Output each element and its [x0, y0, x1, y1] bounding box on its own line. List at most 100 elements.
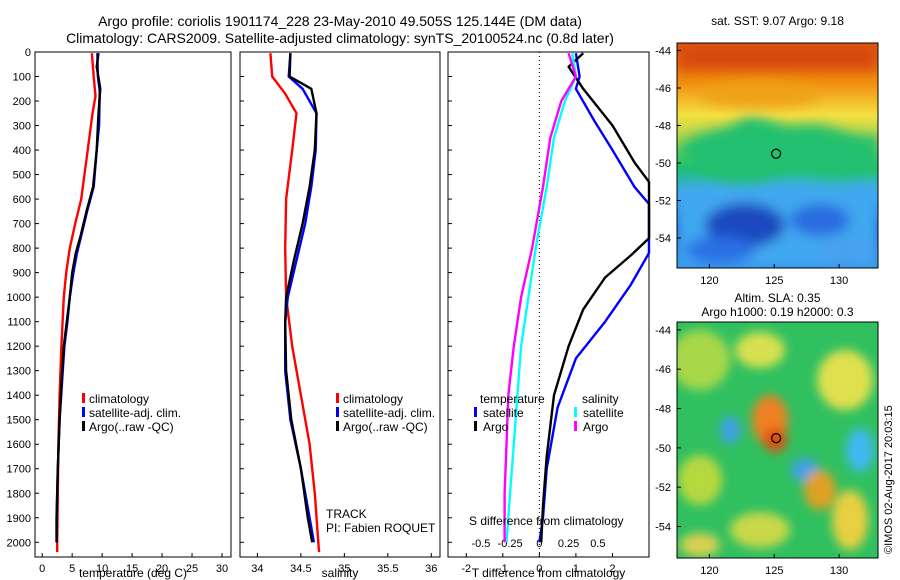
x-axis-label: salinity: [322, 566, 359, 580]
y-tick-label: 500: [13, 170, 31, 182]
s-diff-tick-label: 0.25: [558, 538, 579, 550]
x-tick-label: 35: [338, 563, 350, 575]
chart-subtitle: Climatology: CARS2009. Satellite-adjuste…: [66, 30, 614, 46]
y-tick-label: 0: [25, 47, 31, 59]
map-y-tick-label: -50: [655, 443, 671, 455]
legend-temperature: climatology satellite-adj. clim. Argo(..…: [82, 392, 181, 434]
legend-item: Argo(..raw -QC): [82, 420, 181, 434]
y-tick-label: 400: [13, 145, 31, 157]
series-line: [505, 53, 578, 543]
legend-item: satellite-adj. clim.: [82, 406, 181, 420]
float-position-marker: [771, 433, 782, 444]
map-y-tick-label: -44: [655, 325, 671, 337]
plot-frame: [447, 51, 650, 558]
x-tick-label: 34: [251, 563, 263, 575]
map-x-tick-label: 125: [765, 565, 783, 577]
s-diff-tick-label: 0: [536, 538, 542, 550]
map-y-tick-label: -52: [655, 196, 671, 208]
legend-swatch: [474, 407, 477, 417]
legend-swatch: [336, 421, 339, 431]
x-tick-label: 0: [39, 563, 45, 575]
sst-map: [676, 42, 879, 269]
s-diff-tick-label: 0.5: [590, 538, 605, 550]
map-x-tick-label: 120: [700, 565, 718, 577]
legend-diff-temperature: temperature satellite Argo: [474, 392, 545, 434]
legend-item: Argo(..raw -QC): [336, 420, 435, 434]
map-y-tick-label: -46: [655, 364, 671, 376]
sla-map: [676, 321, 879, 559]
y-tick-label: 1300: [7, 366, 31, 378]
legend-item: climatology: [82, 392, 181, 406]
s-difference-label: S difference from climatology: [469, 514, 624, 528]
legend-item: Argo: [574, 420, 624, 434]
legend-label: satellite-adj. clim.: [343, 406, 436, 420]
y-tick-label: 900: [13, 268, 31, 280]
legend-swatch: [574, 407, 577, 417]
track-annotation: TRACK PI: Fabien ROQUET: [326, 507, 435, 535]
legend-label: satellite: [483, 406, 524, 420]
x-axis-label: temperature (deg C): [79, 566, 187, 580]
x-tick-label: 35.5: [377, 563, 398, 575]
series-line: [503, 52, 578, 543]
legend-label: Argo(..raw -QC): [89, 420, 174, 434]
map-y-tick-label: -48: [655, 121, 671, 133]
s-diff-tick-label: -0.5: [471, 538, 490, 550]
y-tick-label: 1100: [7, 317, 31, 329]
legend-label: satellite: [583, 406, 624, 420]
legend-swatch: [82, 393, 85, 403]
x-tick-label: 36: [425, 563, 437, 575]
legend-swatch: [336, 407, 339, 417]
s-diff-tick-label: -0.25: [498, 538, 523, 550]
legend-item: Argo: [474, 420, 545, 434]
legend-title: salinity: [582, 392, 619, 406]
float-position-marker: [771, 148, 782, 159]
map-x-tick-label: 130: [830, 275, 848, 287]
series-line: [538, 53, 651, 543]
y-tick-label: 200: [13, 96, 31, 108]
legend-label: climatology: [89, 392, 150, 406]
x-tick-label: -2: [461, 563, 471, 575]
map-y-tick-label: -46: [655, 83, 671, 95]
legend-title: temperature: [480, 392, 545, 406]
y-tick-label: 1400: [7, 390, 31, 402]
y-tick-label: 600: [13, 194, 31, 206]
series-line: [56, 53, 97, 553]
series-line: [540, 52, 651, 543]
y-tick-label: 800: [13, 243, 31, 255]
x-tick-label: 1: [573, 563, 579, 575]
y-tick-label: 300: [13, 121, 31, 133]
map-y-tick-label: -54: [655, 522, 671, 534]
plot-frame: [34, 51, 232, 558]
sst-map-title: sat. SST: 9.07 Argo: 9.18: [711, 14, 844, 28]
y-tick-label: 1000: [7, 292, 31, 304]
y-tick-label: 1500: [7, 415, 31, 427]
legend-swatch: [82, 407, 85, 417]
imos-timestamp: ©IMOS 02-Aug-2017 20:03:15: [883, 405, 895, 554]
y-tick-label: 100: [13, 72, 31, 84]
x-tick-label: 0: [536, 563, 542, 575]
x-tick-label: 34.5: [290, 563, 311, 575]
legend-item: satellite: [574, 406, 624, 420]
map-x-tick-label: 120: [700, 275, 718, 287]
map-y-tick-label: -52: [655, 482, 671, 494]
legend-label: satellite-adj. clim.: [89, 406, 182, 420]
y-tick-label: 1200: [7, 341, 31, 353]
legend-item: climatology: [336, 392, 435, 406]
map-y-tick-label: -44: [655, 46, 671, 58]
legend-item: satellite: [474, 406, 545, 420]
y-tick-label: 1600: [7, 439, 31, 451]
series-line: [284, 53, 318, 543]
legend-label: Argo: [483, 420, 509, 434]
y-tick-label: 1800: [7, 488, 31, 500]
pi-label: PI: Fabien ROQUET: [326, 521, 436, 535]
x-tick-label: 10: [96, 563, 108, 575]
legend-label: Argo(..raw -QC): [343, 420, 428, 434]
x-tick-label: 30: [216, 563, 228, 575]
x-tick-label: -1: [498, 563, 508, 575]
y-tick-label: 1700: [7, 464, 31, 476]
legend-swatch: [574, 421, 577, 431]
series-line: [269, 53, 321, 553]
x-axis-label: T difference from climatology: [472, 566, 626, 580]
x-tick-label: 25: [186, 563, 198, 575]
